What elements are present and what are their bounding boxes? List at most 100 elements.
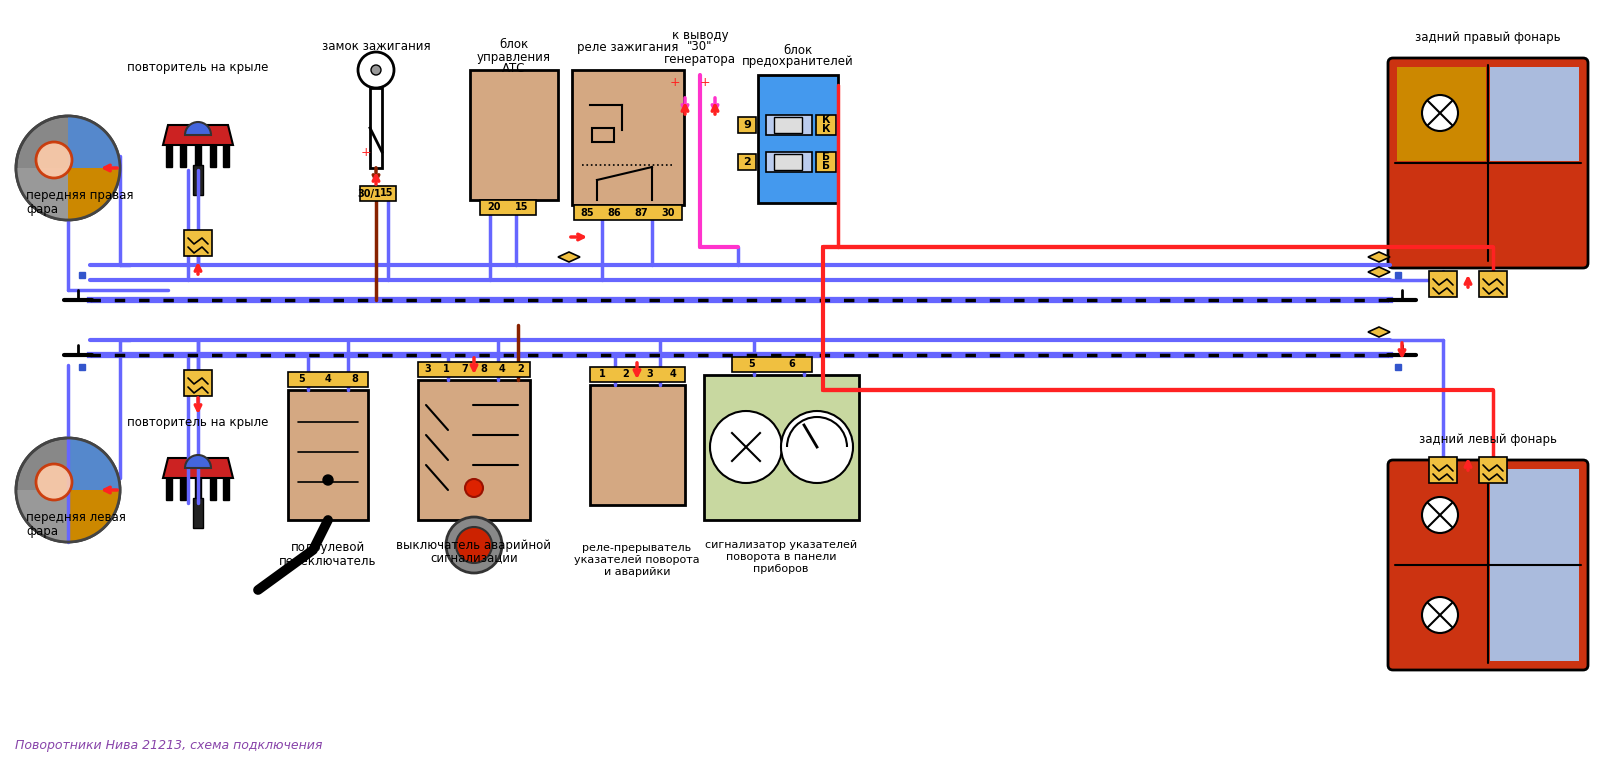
- Circle shape: [709, 411, 782, 483]
- Text: блок: блок: [783, 43, 812, 56]
- Bar: [193, 498, 202, 528]
- Bar: [369, 88, 382, 168]
- Text: передняя правая: передняя правая: [26, 190, 133, 203]
- Text: 87: 87: [634, 207, 648, 218]
- Bar: [573, 205, 682, 220]
- Bar: [766, 115, 812, 135]
- Circle shape: [358, 52, 393, 88]
- Bar: [774, 117, 801, 133]
- Bar: [193, 165, 202, 195]
- Text: задний правый фонарь: задний правый фонарь: [1414, 32, 1560, 45]
- Text: подрулевой: подрулевой: [291, 541, 364, 555]
- Bar: [165, 145, 172, 167]
- Text: 30/1: 30/1: [356, 188, 380, 199]
- Bar: [417, 362, 530, 377]
- Circle shape: [1420, 597, 1457, 633]
- Text: задний левый фонарь: задний левый фонарь: [1419, 433, 1555, 446]
- Text: 2: 2: [743, 157, 751, 167]
- Circle shape: [323, 475, 332, 485]
- Text: указателей поворота: указателей поворота: [575, 555, 700, 565]
- Bar: [592, 128, 613, 142]
- Bar: [194, 478, 201, 500]
- Text: Б: Б: [822, 161, 830, 171]
- Wedge shape: [67, 438, 120, 490]
- Text: управления: управления: [477, 51, 551, 64]
- Text: повторитель на крыле: повторитель на крыле: [127, 61, 268, 74]
- Text: 1: 1: [443, 364, 449, 374]
- Text: генератора: генератора: [663, 52, 735, 65]
- Bar: [210, 478, 215, 500]
- Bar: [738, 154, 756, 170]
- Text: +: +: [361, 146, 371, 159]
- Wedge shape: [16, 490, 67, 542]
- Bar: [732, 357, 812, 372]
- Bar: [1478, 457, 1505, 483]
- Text: 2: 2: [621, 370, 629, 380]
- Text: 8: 8: [480, 364, 486, 374]
- Bar: [766, 152, 812, 172]
- Bar: [758, 75, 838, 203]
- Text: реле зажигания: реле зажигания: [576, 40, 679, 53]
- Bar: [79, 272, 85, 278]
- Circle shape: [16, 116, 120, 220]
- Bar: [1396, 67, 1485, 161]
- Text: АТС: АТС: [502, 62, 525, 75]
- Bar: [1395, 272, 1400, 278]
- Text: поворота в панели: поворота в панели: [725, 552, 836, 562]
- Text: к выводу: к выводу: [671, 29, 727, 42]
- Text: 2: 2: [517, 364, 523, 374]
- Bar: [589, 367, 685, 382]
- Text: 85: 85: [581, 207, 594, 218]
- Text: 1: 1: [599, 370, 605, 380]
- Bar: [287, 390, 368, 520]
- Bar: [417, 380, 530, 520]
- Text: 3: 3: [424, 364, 430, 374]
- Text: 15: 15: [380, 188, 393, 199]
- Text: 4: 4: [498, 364, 506, 374]
- Text: 3: 3: [645, 370, 652, 380]
- Circle shape: [780, 411, 852, 483]
- Bar: [703, 375, 859, 520]
- Text: переключатель: переключатель: [279, 555, 377, 568]
- Bar: [1489, 67, 1578, 161]
- Text: фара: фара: [26, 525, 58, 538]
- Wedge shape: [67, 168, 120, 220]
- Bar: [1489, 469, 1578, 661]
- Text: 6: 6: [788, 360, 794, 370]
- Text: Поворотники Нива 21213, схема подключения: Поворотники Нива 21213, схема подключени…: [14, 739, 323, 751]
- Text: 7: 7: [461, 364, 467, 374]
- Text: передняя левая: передняя левая: [26, 512, 125, 524]
- Bar: [79, 364, 85, 370]
- Wedge shape: [185, 122, 210, 135]
- Text: блок: блок: [499, 39, 528, 52]
- Polygon shape: [1367, 252, 1390, 262]
- Text: реле-прерыватель: реле-прерыватель: [583, 543, 692, 553]
- Text: предохранителей: предохранителей: [742, 55, 854, 68]
- Circle shape: [371, 65, 380, 75]
- Bar: [571, 70, 684, 205]
- Bar: [185, 370, 212, 396]
- Text: сигнализатор указателей: сигнализатор указателей: [705, 540, 857, 550]
- Text: К: К: [822, 115, 830, 125]
- Text: 4: 4: [324, 374, 331, 385]
- Bar: [1428, 457, 1456, 483]
- Polygon shape: [557, 252, 579, 262]
- Wedge shape: [67, 116, 120, 168]
- Text: 8: 8: [351, 374, 358, 385]
- Bar: [180, 145, 186, 167]
- Text: К: К: [822, 124, 830, 134]
- Bar: [180, 478, 186, 500]
- Circle shape: [1420, 95, 1457, 131]
- Circle shape: [1420, 497, 1457, 533]
- Bar: [194, 145, 201, 167]
- Polygon shape: [1367, 267, 1390, 277]
- Text: +: +: [669, 75, 681, 89]
- Bar: [223, 478, 230, 500]
- Wedge shape: [67, 490, 120, 542]
- FancyBboxPatch shape: [1387, 460, 1587, 670]
- Text: и аварийки: и аварийки: [603, 567, 669, 577]
- Bar: [1428, 271, 1456, 297]
- Text: +: +: [700, 75, 709, 89]
- Bar: [165, 478, 172, 500]
- Bar: [470, 70, 557, 200]
